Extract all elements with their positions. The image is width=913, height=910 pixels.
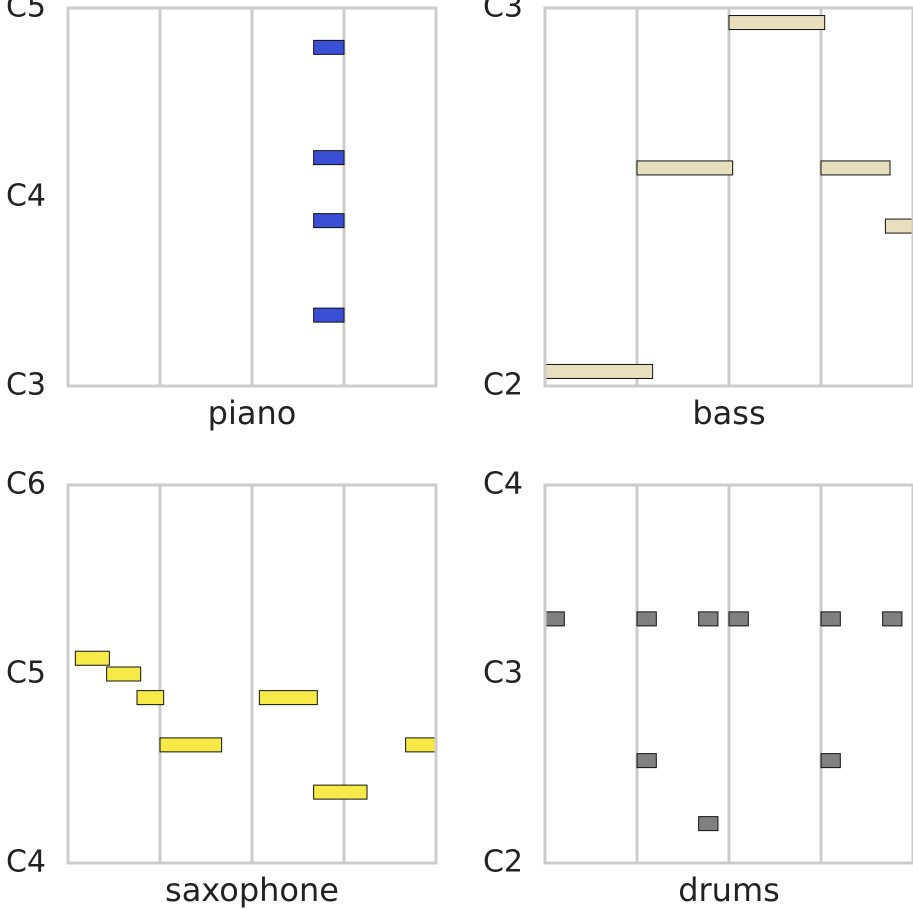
note-saxophone [136, 690, 165, 706]
panel-piano: C3 C4 C5 piano [6, 0, 438, 432]
y-tick-label: C5 [6, 656, 46, 691]
panel-saxophone: C4 C5 C6 saxophone [6, 467, 438, 909]
note-drums [820, 753, 841, 769]
note-saxophone [159, 737, 223, 753]
note-piano [313, 39, 345, 55]
x-axis-label: piano [208, 394, 297, 432]
y-tick-label: C4 [483, 467, 523, 502]
plot-frame [543, 483, 913, 865]
note-saxophone [405, 737, 437, 753]
note-piano [313, 307, 345, 323]
y-tick-label: C3 [483, 656, 523, 691]
note-drums [698, 816, 719, 832]
y-tick-label: C3 [483, 0, 523, 25]
note-bass [820, 160, 891, 176]
y-tick-label: C4 [6, 845, 46, 880]
plot-frame [543, 6, 913, 388]
note-drums [636, 753, 657, 769]
y-tick-label: C6 [6, 467, 46, 502]
note-drums [698, 611, 719, 627]
note-saxophone [74, 650, 110, 666]
note-bass [728, 15, 826, 31]
y-tick-label: C3 [6, 368, 46, 403]
x-axis-label: saxophone [165, 871, 339, 909]
note-piano [313, 213, 345, 229]
note-bass [884, 218, 913, 234]
note-saxophone [313, 784, 368, 800]
note-drums [882, 611, 903, 627]
y-tick-label: C2 [483, 845, 523, 880]
note-drums [728, 611, 749, 627]
panel-drums: C2 C3 C4 drums [483, 467, 913, 909]
y-tick-label: C2 [483, 368, 523, 403]
note-saxophone [106, 666, 142, 682]
note-bass [544, 363, 654, 379]
note-drums [820, 611, 841, 627]
note-saxophone [258, 690, 318, 706]
note-bass [636, 160, 734, 176]
note-drums [636, 611, 657, 627]
x-axis-label: drums [678, 871, 780, 909]
plot-frame [66, 483, 438, 865]
note-piano [313, 150, 345, 166]
y-tick-label: C4 [6, 179, 46, 214]
plot-frame [66, 6, 438, 388]
note-drums [544, 611, 565, 627]
y-tick-label: C5 [6, 0, 46, 25]
panel-bass: C2 C3 bass [483, 0, 913, 432]
x-axis-label: bass [692, 394, 765, 432]
